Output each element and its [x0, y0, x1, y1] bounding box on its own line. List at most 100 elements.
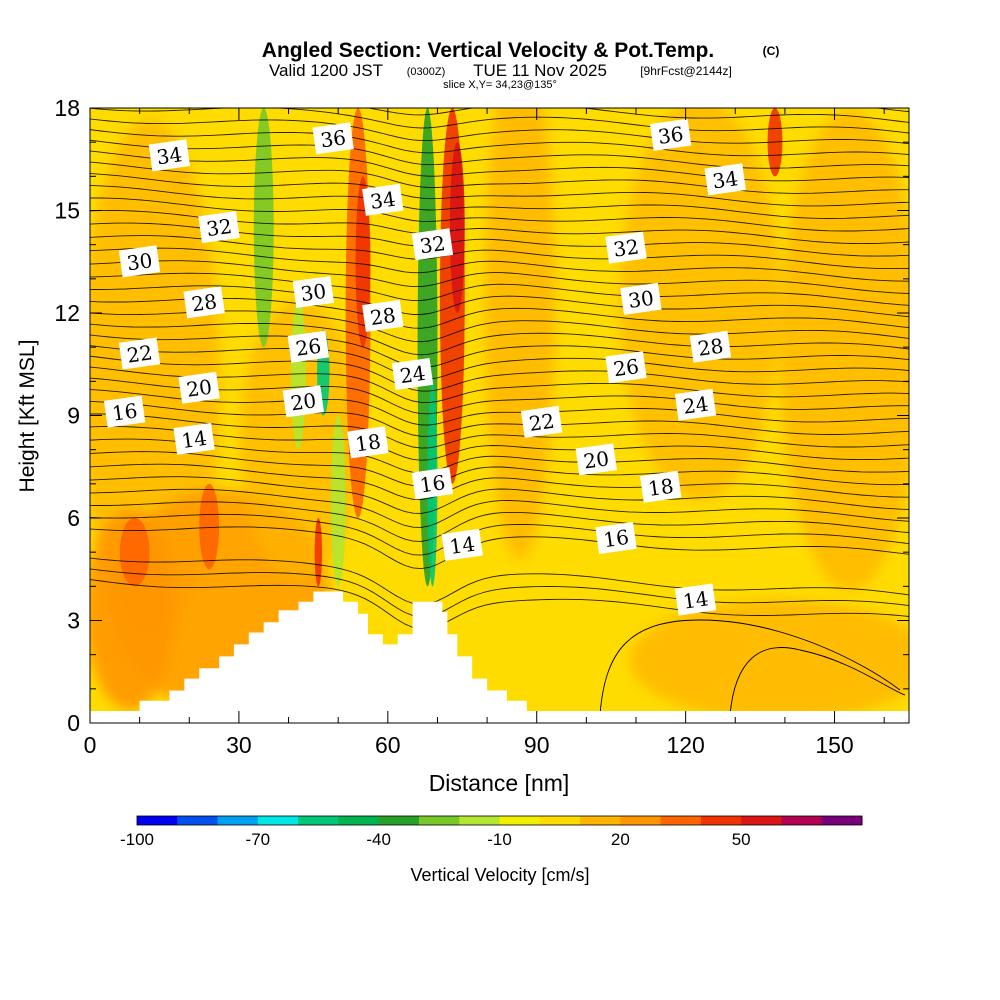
- y-tick-label: 12: [54, 300, 80, 326]
- theta-contour-line: [90, 488, 909, 528]
- theta-contour-line: [90, 272, 909, 306]
- theta-label-box: [689, 330, 732, 363]
- colorbar-segment: [257, 816, 299, 825]
- theta-label: 20: [282, 385, 325, 418]
- subtitle-forecast: [9hrFcst@2144z]: [640, 64, 732, 78]
- theta-label-box: [620, 282, 662, 315]
- colorbar-segment: [499, 816, 541, 825]
- theta-label: 14: [441, 528, 483, 561]
- theta-label-box: [183, 286, 225, 319]
- colorbar-segment: [418, 816, 460, 825]
- y-tick-label: 9: [67, 403, 80, 429]
- theta-contour-line: [90, 438, 909, 474]
- theta-label-text: 36: [656, 122, 685, 149]
- theta-contours: [90, 108, 909, 716]
- x-tick-label: 120: [666, 732, 704, 758]
- theta-contour-line: [365, 108, 909, 123]
- theta-label-box: [595, 521, 637, 555]
- theta-label: 14: [674, 583, 717, 616]
- theta-label: 36: [312, 122, 354, 155]
- theta-label-text: 14: [448, 532, 477, 559]
- theta-label: 30: [118, 245, 161, 278]
- x-tick-label: 150: [815, 732, 853, 758]
- theta-contour-line: [90, 426, 909, 461]
- colorbar-tick-label: -10: [487, 830, 512, 849]
- theta-label-text: 14: [681, 586, 710, 613]
- theta-contour-line: [90, 173, 909, 207]
- theta-label-text: 30: [627, 286, 656, 313]
- theta-label-text: 26: [294, 334, 323, 361]
- theta-contour-line: [90, 197, 909, 232]
- theta-label-text: 34: [711, 166, 740, 193]
- colorbar-tick-label: -40: [366, 830, 391, 849]
- colorbar-segment: [298, 816, 339, 825]
- theta-label: 18: [640, 470, 682, 503]
- theta-contour-line: [90, 185, 909, 219]
- colorbar-segment: [781, 816, 823, 825]
- theta-label: 32: [198, 211, 240, 244]
- theta-label-box: [178, 371, 220, 404]
- colorbar-segment: [660, 816, 702, 825]
- theta-label-text: 16: [418, 470, 447, 497]
- theta-contour-line: [90, 129, 909, 157]
- colorbar-segment: [177, 816, 219, 825]
- velocity-band: [199, 483, 220, 570]
- theta-contour-line: [90, 463, 909, 501]
- theta-contour-line: [90, 389, 909, 426]
- colorbar-tick-label: -70: [246, 830, 271, 849]
- theta-label-box: [674, 583, 717, 616]
- colorbar: -100 -70 -40 -10 20 50: [120, 815, 863, 849]
- plot-area: 34 32 30 28 22 20 16 14 30 26 20 36 34 28 24 18 32 16 14 22…: [90, 108, 909, 723]
- chart-title: Angled Section: Vertical Velocity & Pot.…: [262, 39, 714, 62]
- theta-contour-line: [90, 334, 909, 368]
- theta-contour-line: [90, 513, 909, 556]
- theta-label-box: [292, 275, 335, 309]
- theta-contour-line: [90, 377, 909, 415]
- colorbar-tick-label: 50: [732, 830, 751, 849]
- theta-label-text: 30: [299, 279, 328, 306]
- theta-label: 20: [575, 443, 617, 476]
- theta-label-box: [118, 245, 161, 278]
- velocity-band: [449, 142, 465, 313]
- colorbar-segment: [459, 816, 500, 825]
- theta-label: 34: [148, 139, 191, 172]
- colorbar-segment: [741, 816, 782, 825]
- theta-contour-line: [90, 568, 909, 618]
- x-tick-label: 0: [84, 732, 97, 758]
- y-tick-label: 18: [54, 95, 80, 121]
- y-tick-label: 0: [67, 710, 80, 736]
- colorbar-segment: [539, 816, 581, 825]
- theta-label-text: 24: [398, 361, 427, 388]
- theta-label: 28: [689, 330, 732, 363]
- theta-label-box: [605, 351, 647, 384]
- theta-label: 18: [347, 426, 389, 459]
- theta-label-text: 30: [125, 248, 154, 275]
- theta-label-box: [649, 118, 692, 151]
- theta-contour-line: [90, 322, 909, 356]
- theta-label: 24: [674, 388, 717, 421]
- theta-contour-line: [90, 366, 909, 404]
- y-tick-label: 3: [67, 608, 80, 634]
- theta-label: 22: [118, 337, 161, 370]
- theta-label-box: [347, 426, 389, 459]
- theta-contour-line: [90, 401, 909, 437]
- theta-contour-line: [729, 647, 906, 716]
- theta-label: 32: [605, 231, 647, 264]
- theta-contour-line: [90, 579, 909, 630]
- theta-label: 22: [520, 405, 563, 438]
- theta-label: 34: [362, 183, 404, 216]
- theta-contour-line: [90, 235, 909, 270]
- background-shading: [90, 108, 909, 720]
- theta-label-box: [148, 139, 191, 172]
- colorbar-segment: [217, 816, 259, 825]
- theta-contour-labels: 34 32 30 28 22 20 16 14 30 26 20 36 34 28 24 18 32 16 14 22…: [103, 118, 746, 616]
- theta-label-box: [441, 528, 483, 561]
- theta-label-text: 20: [185, 375, 214, 402]
- colorbar-segment: [338, 816, 380, 825]
- colorbar-frame: [136, 815, 863, 826]
- theta-label-text: 28: [369, 303, 398, 330]
- theta-label: 34: [704, 163, 746, 196]
- theta-contour-line: [90, 501, 909, 542]
